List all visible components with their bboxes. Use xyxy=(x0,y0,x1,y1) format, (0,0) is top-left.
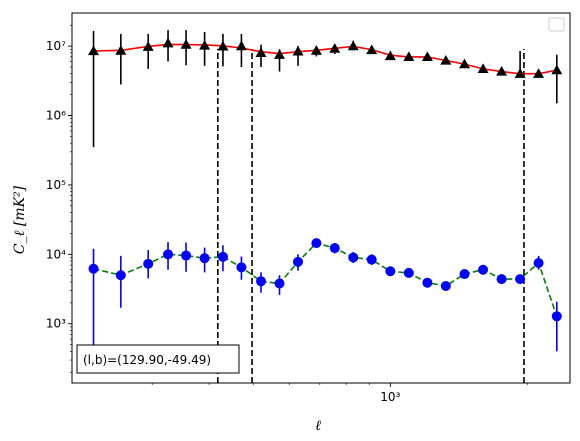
triangle-marker xyxy=(310,45,322,55)
circle-marker xyxy=(293,256,304,267)
y-tick-label: 10⁷ xyxy=(46,39,66,53)
triangle-marker xyxy=(533,68,545,78)
triangle-marker xyxy=(347,40,359,51)
triangle-marker xyxy=(142,41,154,51)
circle-marker xyxy=(329,243,340,254)
triangle-marker xyxy=(88,45,100,56)
circle-marker xyxy=(348,252,359,263)
triangle-marker xyxy=(496,66,508,76)
circle-marker xyxy=(403,267,414,278)
circle-marker xyxy=(143,258,154,269)
circle-marker xyxy=(236,262,247,273)
circle-marker xyxy=(311,238,322,249)
circle-marker xyxy=(385,266,396,277)
circle-marker xyxy=(440,280,451,291)
triangle-marker xyxy=(459,58,471,69)
triangle-marker xyxy=(551,64,563,75)
triangle-marker xyxy=(180,39,192,49)
circle-marker xyxy=(88,263,99,274)
circle-marker xyxy=(496,274,507,285)
annotation-box: (l,b)=(129.90,-49.49) xyxy=(76,344,240,374)
circle-marker xyxy=(115,270,126,281)
circle-marker xyxy=(515,274,526,285)
triangle-marker xyxy=(292,45,304,56)
vertical-reference-lines xyxy=(217,49,525,383)
triangle-marker xyxy=(235,40,247,51)
y-tick-label: 10³ xyxy=(46,317,66,331)
circle-marker xyxy=(199,253,210,264)
triangle-marker xyxy=(115,45,127,55)
triangle-marker xyxy=(162,37,174,48)
plot-frame xyxy=(71,12,571,384)
circle-marker xyxy=(422,277,433,288)
circle-marker xyxy=(163,249,174,260)
y-axis-label: C_ℓ [mK²] xyxy=(12,185,28,254)
triangle-marker xyxy=(384,50,396,61)
plot-area xyxy=(72,13,570,383)
triangle-marker xyxy=(329,43,341,53)
circle-marker xyxy=(181,250,192,261)
circle-marker xyxy=(256,276,267,287)
x-tick-label: 10³ xyxy=(380,390,400,404)
circle-marker xyxy=(533,258,544,269)
circle-marker xyxy=(478,264,489,275)
triangle-marker xyxy=(403,51,415,61)
circle-marker xyxy=(366,254,377,265)
circle-marker xyxy=(274,278,285,289)
y-tick-label: 10⁵ xyxy=(46,178,66,192)
circle-marker xyxy=(459,269,470,280)
x-axis-label: ℓ xyxy=(315,418,321,434)
annotation-text: (l,b)=(129.90,-49.49) xyxy=(83,353,211,367)
triangle-marker xyxy=(255,47,267,57)
y-tick-label: 10⁴ xyxy=(46,247,66,261)
triangle-marker xyxy=(199,40,211,50)
triangle-marker xyxy=(366,44,378,55)
circle-marker xyxy=(551,311,562,322)
triangle-marker xyxy=(274,49,286,59)
triangle-marker xyxy=(477,63,489,73)
triangle-marker xyxy=(421,51,433,61)
y-tick-label: 10⁶ xyxy=(46,109,66,123)
circle-marker xyxy=(217,251,228,262)
legend-box xyxy=(548,17,565,32)
triangle-marker xyxy=(217,40,229,51)
triangle-marker xyxy=(440,55,452,65)
data-markers xyxy=(88,37,563,322)
triangle-marker xyxy=(514,68,526,78)
